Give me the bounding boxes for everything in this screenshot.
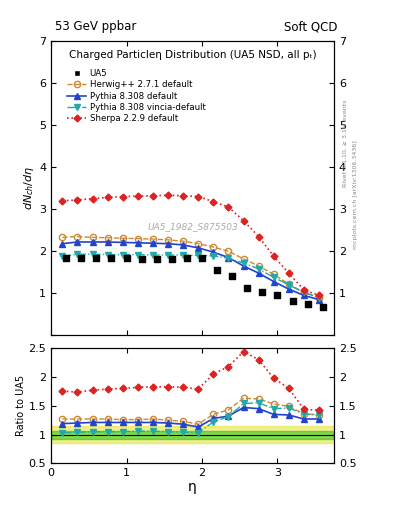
Point [199, 254, 205, 262]
Point [93, 254, 99, 262]
Y-axis label: $dN_{ch}/d\eta$: $dN_{ch}/d\eta$ [22, 166, 36, 210]
Point [229, 272, 235, 281]
Text: 53 GeV ppbar: 53 GeV ppbar [55, 20, 136, 33]
Point [214, 266, 220, 274]
X-axis label: η: η [188, 480, 197, 494]
Point [305, 300, 311, 308]
Point [78, 253, 84, 262]
Point [289, 297, 296, 305]
Text: mcplots.cern.ch [arXiv:1306.3436]: mcplots.cern.ch [arXiv:1306.3436] [353, 140, 358, 249]
Point [123, 254, 130, 263]
Point [244, 284, 250, 292]
Legend: UA5, Herwig++ 2.7.1 default, Pythia 8.308 default, Pythia 8.308 vincia-default, : UA5, Herwig++ 2.7.1 default, Pythia 8.30… [64, 66, 209, 126]
Point [274, 291, 281, 300]
Point [320, 303, 326, 311]
Text: Soft QCD: Soft QCD [285, 20, 338, 33]
Text: UA5_1982_S875503: UA5_1982_S875503 [147, 222, 238, 231]
Point [63, 254, 69, 263]
Point [108, 254, 115, 263]
Text: Rivet 3.1.10, ≥ 3.1M events: Rivet 3.1.10, ≥ 3.1M events [343, 100, 347, 187]
Point [184, 254, 190, 263]
Bar [51, 426, 334, 443]
Y-axis label: Ratio to UA5: Ratio to UA5 [16, 375, 26, 436]
Bar [51, 431, 334, 439]
Point [259, 288, 266, 296]
Point [169, 255, 175, 263]
Point [154, 255, 160, 263]
Point [138, 255, 145, 263]
Text: Charged Particleη Distribution (UA5 NSD, all pₜ): Charged Particleη Distribution (UA5 NSD,… [69, 50, 316, 60]
